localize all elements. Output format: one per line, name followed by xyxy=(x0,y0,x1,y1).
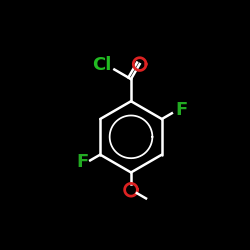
Text: Cl: Cl xyxy=(92,56,112,74)
Text: F: F xyxy=(76,153,88,171)
Text: F: F xyxy=(176,101,188,119)
